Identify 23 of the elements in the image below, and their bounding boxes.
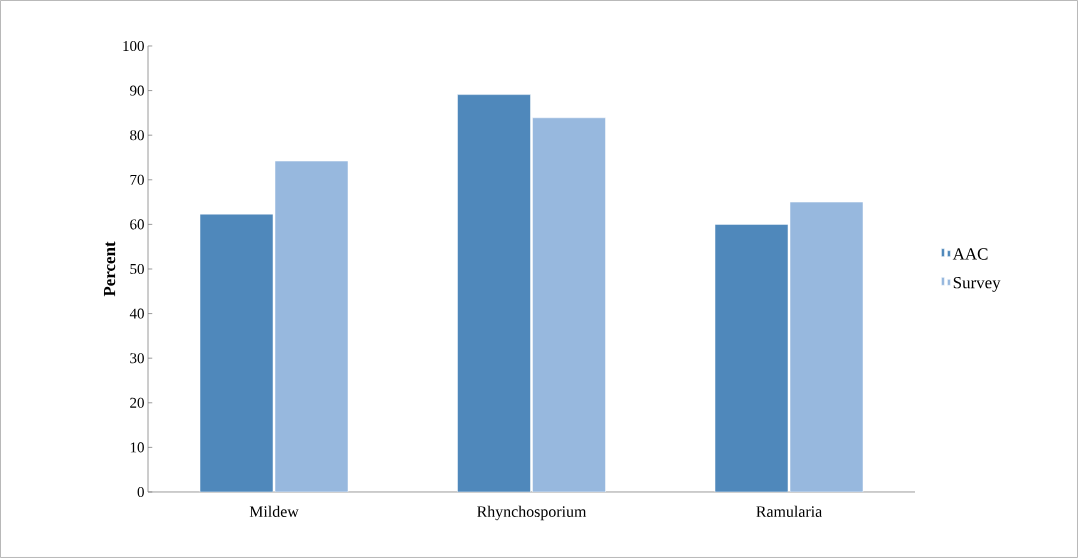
legend-label: Survey xyxy=(953,276,1001,292)
bar xyxy=(274,160,349,492)
y-tick-label: 30 xyxy=(130,353,144,364)
y-tick-label: 90 xyxy=(130,85,144,96)
x-tick-label: Rhynchosporium xyxy=(477,505,587,521)
bar xyxy=(789,201,864,492)
bar xyxy=(532,117,606,492)
x-tick-label: Mildew xyxy=(249,505,299,517)
y-tick-label: 100 xyxy=(123,40,144,52)
y-tick-label: 40 xyxy=(129,308,144,319)
y-tick-label: 10 xyxy=(130,442,144,453)
bar xyxy=(457,94,531,492)
bar xyxy=(199,213,274,492)
y-tick-label: 60 xyxy=(130,219,144,230)
y-tick-label: 0 xyxy=(137,486,144,498)
y-axis-title: Percent xyxy=(103,241,116,297)
legend-label: AAC xyxy=(952,248,988,260)
y-tick-label: 70 xyxy=(130,174,144,185)
y-tick-label: 50 xyxy=(130,263,144,275)
y-tick-label: 80 xyxy=(130,130,144,141)
x-tick-label: Ramularia xyxy=(756,505,822,517)
bar xyxy=(714,224,789,492)
y-tick-label: 20 xyxy=(130,397,144,408)
